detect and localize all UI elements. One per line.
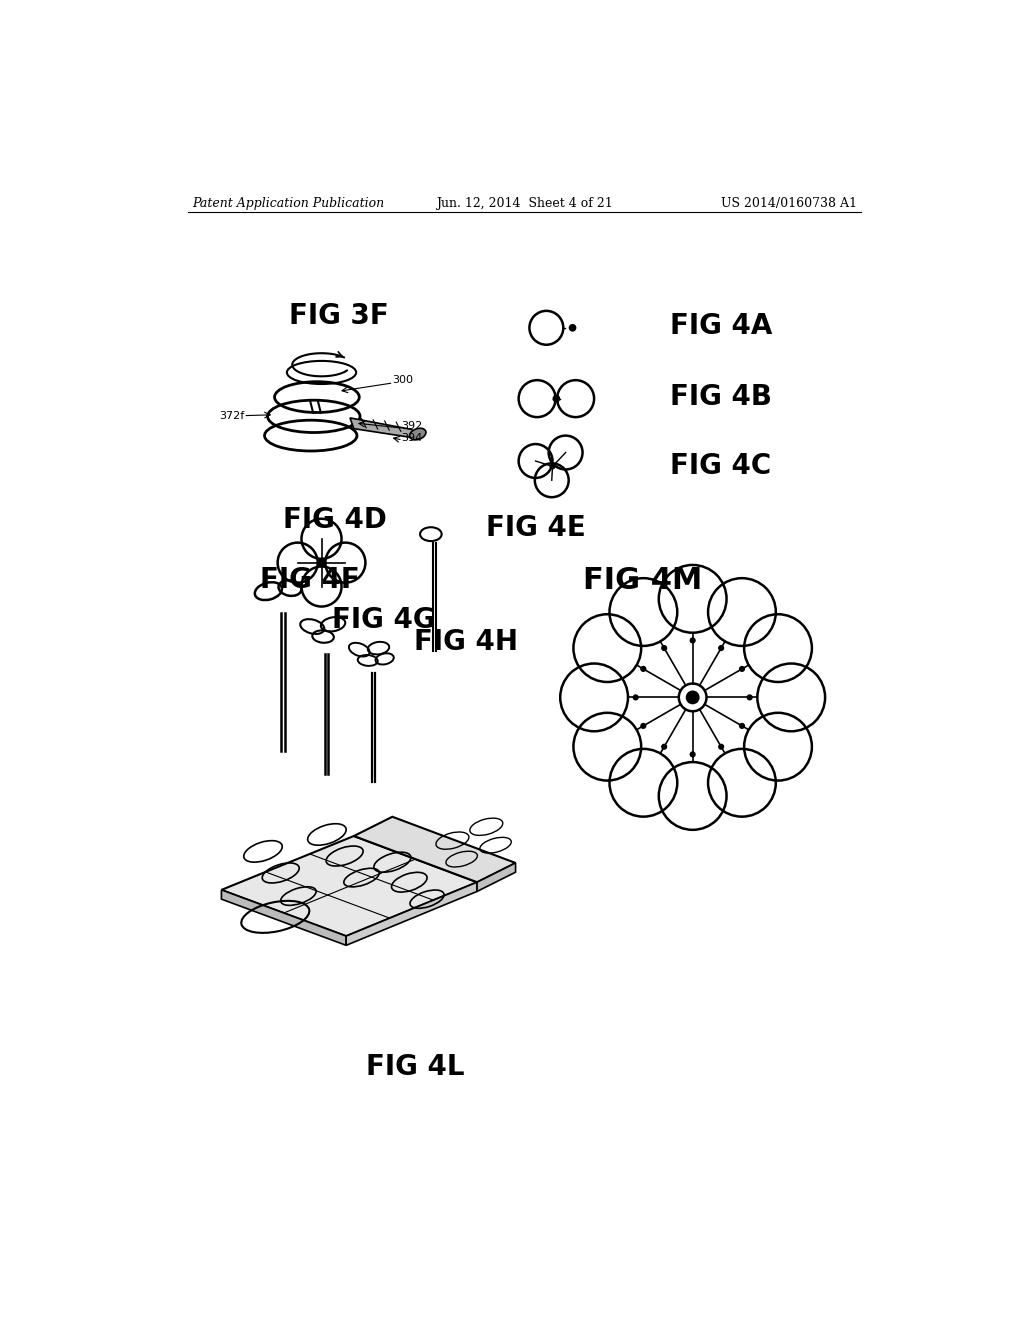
Circle shape (746, 694, 753, 701)
Text: FIG 4F: FIG 4F (260, 566, 359, 594)
Text: FIG 3F: FIG 3F (289, 302, 388, 330)
Text: FIG 4E: FIG 4E (486, 513, 586, 543)
Text: FIG 4D: FIG 4D (283, 507, 386, 535)
Circle shape (640, 665, 646, 672)
Text: FIG 4B: FIG 4B (670, 383, 771, 411)
Circle shape (718, 743, 724, 750)
Text: 392: 392 (401, 421, 423, 432)
Text: US 2014/0160738 A1: US 2014/0160738 A1 (722, 197, 857, 210)
Text: FIG 4G: FIG 4G (333, 606, 436, 635)
Circle shape (739, 665, 745, 672)
Polygon shape (221, 836, 477, 936)
Circle shape (550, 463, 556, 470)
Text: FIG 4L: FIG 4L (367, 1053, 465, 1081)
Circle shape (689, 751, 695, 758)
Circle shape (689, 638, 695, 644)
Circle shape (662, 645, 668, 651)
Circle shape (316, 558, 326, 568)
Polygon shape (221, 890, 346, 945)
Circle shape (633, 694, 639, 701)
Circle shape (568, 323, 577, 331)
Circle shape (718, 645, 724, 651)
Text: Patent Application Publication: Patent Application Publication (193, 197, 384, 210)
Circle shape (662, 743, 668, 750)
Polygon shape (354, 817, 515, 882)
Text: Jun. 12, 2014  Sheet 4 of 21: Jun. 12, 2014 Sheet 4 of 21 (436, 197, 613, 210)
Polygon shape (350, 418, 419, 438)
Text: 394: 394 (401, 433, 423, 444)
Circle shape (553, 395, 560, 403)
Text: FIG 4H: FIG 4H (414, 628, 518, 656)
Circle shape (739, 723, 745, 729)
Polygon shape (477, 863, 515, 891)
Text: FIG 4A: FIG 4A (670, 313, 772, 341)
Text: 300: 300 (392, 375, 414, 385)
Text: FIG 4C: FIG 4C (670, 453, 771, 480)
Polygon shape (346, 882, 477, 945)
Text: FIG 4M: FIG 4M (583, 566, 702, 595)
Ellipse shape (410, 428, 426, 440)
Circle shape (640, 723, 646, 729)
Text: 372f: 372f (219, 412, 245, 421)
Circle shape (686, 690, 699, 705)
